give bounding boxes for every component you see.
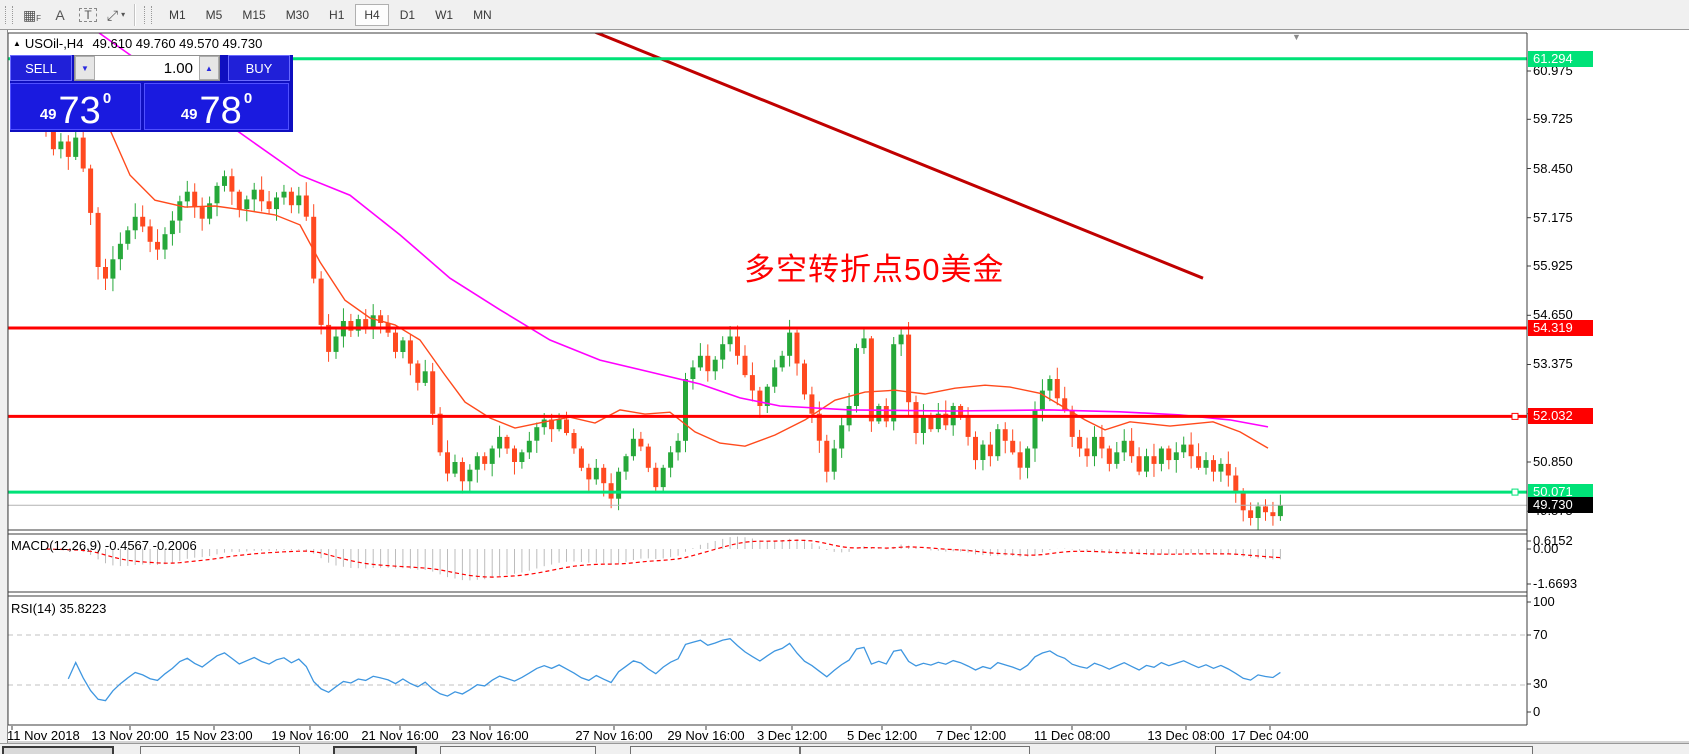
- collapse-triangle-icon[interactable]: ▲: [13, 39, 21, 48]
- move-arrows-icon[interactable]: ⤢ ▾: [106, 6, 126, 23]
- chart-ohlc-values: 49.610 49.760 49.570 49.730: [92, 36, 263, 51]
- timeframe-buttons: M1 M5 M15 M30 H1 H4 D1 W1 MN: [159, 3, 502, 26]
- rsi-indicator-label: RSI(14) 35.8223: [11, 601, 107, 616]
- toolbar-drag-handle[interactable]: [5, 5, 13, 24]
- sell-button[interactable]: SELL: [10, 55, 72, 81]
- toolbar: ▦ F A T ⤢ ▾ M1 M5 M15 M30 H1 H4 D1 W1 MN: [0, 0, 1689, 30]
- buy-price-fraction: 0: [243, 90, 253, 107]
- sell-price-display[interactable]: 49 73 0: [10, 83, 141, 130]
- bottom-strip-box: [440, 746, 596, 754]
- scroll-shift-marker-icon[interactable]: ▼: [1292, 32, 1301, 42]
- toolbar-drag-handle-2[interactable]: [144, 5, 152, 24]
- window-left-edge: [0, 29, 8, 754]
- trade-panel: SELL ▼ ▲ BUY 49 73 0 49 78 0: [10, 55, 293, 132]
- tf-w1-button[interactable]: W1: [435, 7, 454, 22]
- bottom-strip-box: [1215, 746, 1533, 754]
- toolbar-icons: ▦ F A T ⤢ ▾: [18, 4, 130, 26]
- volume-input[interactable]: [95, 56, 199, 80]
- chart-header: ▲ USOil-,H4 49.610 49.760 49.570 49.730: [13, 36, 262, 51]
- sell-price-pips: 73: [58, 90, 101, 132]
- bottom-strip-box: [333, 746, 417, 754]
- buy-price-int: 49: [180, 106, 198, 123]
- sell-price-int: 49: [39, 106, 57, 123]
- sell-price-fraction: 0: [102, 90, 112, 107]
- buy-price-pips: 78: [199, 90, 242, 132]
- tf-m1-button[interactable]: M1: [169, 7, 186, 22]
- tf-h4-button[interactable]: H4: [355, 3, 389, 26]
- toolbar-separator: [134, 3, 135, 26]
- tf-m30-button[interactable]: M30: [285, 7, 310, 22]
- bottom-strip-box: [630, 746, 800, 754]
- volume-decrease-button[interactable]: ▼: [75, 56, 95, 80]
- bottom-window-strip: [0, 743, 1689, 754]
- tf-m15-button[interactable]: M15: [242, 7, 266, 22]
- tf-m5-button[interactable]: M5: [205, 7, 223, 22]
- tf-d1-button[interactable]: D1: [399, 7, 416, 22]
- macd-indicator-label: MACD(12,26,9) -0.4567 -0.2006: [11, 538, 197, 553]
- bottom-strip-box: [2, 746, 114, 754]
- text-box-icon[interactable]: T: [77, 4, 99, 26]
- chart-annotation: 多空转折点50美金: [744, 252, 1005, 287]
- buy-price-display[interactable]: 49 78 0: [144, 83, 289, 130]
- tf-h1-button[interactable]: H1: [329, 7, 345, 22]
- chart-grid-icon[interactable]: ▦ F: [22, 6, 42, 24]
- text-label-icon[interactable]: A: [55, 6, 65, 23]
- chart-symbol-label: USOil-,H4: [24, 36, 84, 51]
- volume-increase-button[interactable]: ▲: [199, 56, 219, 80]
- bottom-strip-box: [140, 746, 300, 754]
- bottom-strip-box: [800, 746, 1030, 754]
- buy-button[interactable]: BUY: [228, 55, 290, 81]
- tf-mn-button[interactable]: MN: [473, 7, 492, 22]
- volume-spinner: ▼ ▲: [74, 55, 220, 81]
